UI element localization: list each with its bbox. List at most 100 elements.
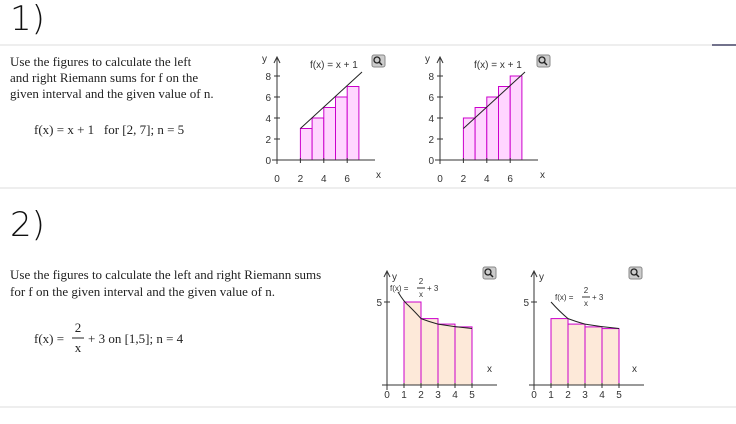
problem-label: 2)	[10, 205, 45, 245]
tick-label: 0	[265, 156, 271, 167]
axes	[382, 269, 497, 390]
tick-label: 6	[507, 174, 513, 185]
problem-text: Use the figures to calculate the left an…	[10, 267, 321, 282]
tick-label: 5	[469, 390, 475, 401]
figure-title-lhs: f(x) =	[390, 284, 409, 293]
problem-text: and right Riemann sums for f on the	[10, 70, 198, 85]
axes	[529, 269, 644, 390]
tick-label: 5	[523, 298, 529, 309]
tick-label: 0	[437, 174, 443, 185]
tick-label: 4	[484, 174, 490, 185]
rectangle	[311, 117, 325, 161]
zoom-icon[interactable]	[536, 54, 551, 68]
rectangle	[474, 107, 488, 161]
tick-label: 6	[344, 174, 350, 185]
tick-label: 0	[428, 156, 434, 167]
figure-title-rest: + 3	[592, 293, 604, 302]
figure-title-rest: + 3	[427, 284, 439, 293]
formula: f(x) = x + 1 for [2, 7]; n = 5	[34, 122, 184, 137]
rectangle	[323, 107, 336, 161]
axis-label: x	[540, 170, 545, 181]
ticks	[437, 75, 511, 163]
formula-lhs: f(x) =	[34, 331, 64, 346]
tick-label: 5	[616, 390, 622, 401]
tick-label: 2	[565, 390, 571, 401]
tick-label: 0	[274, 174, 280, 185]
tick-label: 8	[265, 72, 271, 83]
function-curve	[463, 71, 526, 129]
rectangle	[509, 75, 523, 161]
tick-label: 4	[452, 390, 458, 401]
tick-label: 3	[435, 390, 441, 401]
tick-label: 2	[428, 135, 434, 146]
tick-label: 2	[265, 135, 271, 146]
figure-title-lhs: f(x) =	[555, 293, 574, 302]
figure: y x f(x) = x + 1 0 2 4 6 0 2 4 6 8	[425, 54, 551, 185]
rectangle	[601, 328, 620, 386]
formula: f(x) = 2 x + 3 on [1,5]; n = 4	[34, 320, 184, 355]
tick-label: 4	[599, 390, 605, 401]
figure: y x f(x) = x + 1 0 2 4 6 0 2 4 6 8	[262, 54, 386, 185]
rectangle	[584, 326, 603, 386]
rectangle	[498, 86, 511, 161]
zoom-icon[interactable]	[482, 266, 497, 280]
problem-text: Use the figures to calculate the left	[10, 54, 192, 69]
tick-label: 2	[418, 390, 424, 401]
tick-label: 0	[384, 390, 390, 401]
function-curve	[300, 71, 363, 129]
tick-label: 2	[461, 174, 467, 185]
rectangle	[299, 128, 313, 161]
rectangle	[420, 318, 439, 386]
ticks	[274, 75, 348, 163]
figure: y x f(x) = 2 x + 3 0 1 2 3 4 5 5	[523, 266, 644, 401]
rectangle	[486, 96, 499, 161]
tick-label: 6	[428, 93, 434, 104]
axis-label: y	[539, 272, 544, 283]
rectangle	[335, 96, 348, 161]
rectangle	[454, 326, 473, 386]
axis-label: y	[425, 54, 430, 65]
formula-denominator: x	[75, 340, 82, 355]
rectangle	[462, 117, 476, 161]
figure-title-denominator: x	[419, 290, 423, 299]
figure-title-numerator: 2	[584, 286, 589, 295]
problem-text: given interval and the given value of n.	[10, 86, 214, 101]
figure-title: f(x) = x + 1	[310, 60, 358, 71]
axis-label: x	[376, 170, 381, 181]
rectangle	[346, 86, 360, 161]
tick-label: 4	[265, 114, 271, 125]
ticks	[531, 301, 620, 388]
tick-label: 4	[428, 114, 434, 125]
function-curve	[397, 291, 473, 329]
tick-label: 6	[265, 93, 271, 104]
rectangle	[403, 301, 422, 386]
tick-label: 8	[428, 72, 434, 83]
problem-text: for f on the given interval and the give…	[10, 284, 275, 299]
tick-label: 5	[376, 298, 382, 309]
rectangle	[550, 318, 569, 386]
problem-label: 1)	[10, 0, 45, 39]
tick-label: 2	[298, 174, 304, 185]
figure-title: f(x) = x + 1	[474, 60, 522, 71]
ticks	[384, 301, 473, 388]
rectangle	[437, 323, 456, 386]
tick-label: 1	[548, 390, 554, 401]
zoom-icon[interactable]	[628, 266, 643, 280]
figure-title-numerator: 2	[419, 277, 424, 286]
zoom-icon[interactable]	[371, 54, 386, 68]
rectangle	[567, 323, 586, 386]
figure-title-denominator: x	[584, 299, 588, 308]
formula-rest: + 3 on [1,5]; n = 4	[88, 331, 184, 346]
formula-numerator: 2	[75, 320, 82, 335]
tick-label: 3	[582, 390, 588, 401]
tick-label: 4	[321, 174, 327, 185]
figure: y x f(x) = 2 x + 3 0 1 2 3 4 5 5	[376, 266, 497, 401]
tick-label: 0	[531, 390, 537, 401]
function-curve	[550, 301, 620, 329]
axis-label: x	[632, 364, 637, 375]
tick-label: 1	[401, 390, 407, 401]
axis-label: y	[262, 54, 267, 65]
axis-label: x	[487, 364, 492, 375]
axis-label: y	[392, 272, 397, 283]
